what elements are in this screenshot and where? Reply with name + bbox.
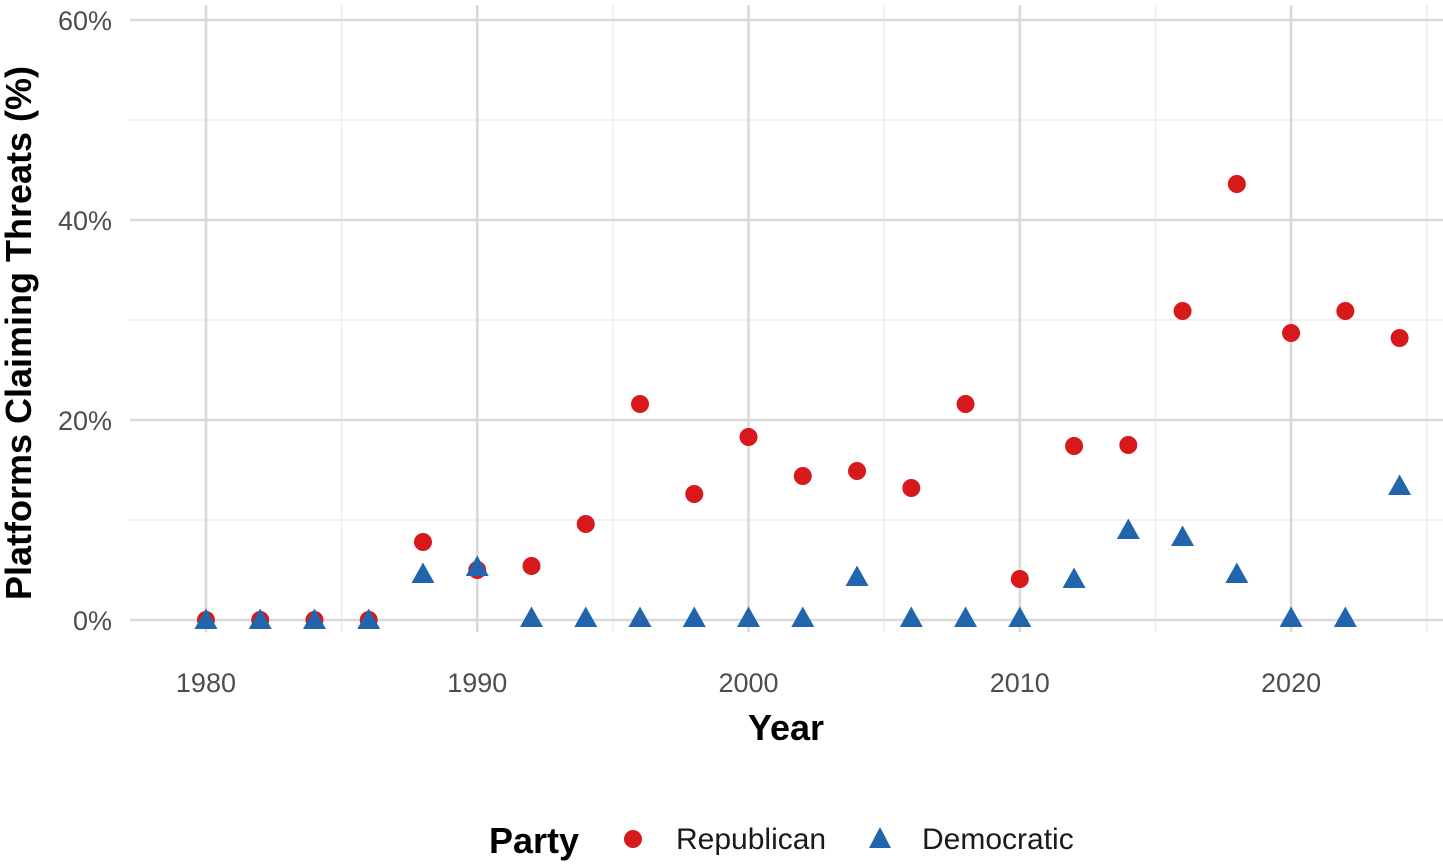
y-axis-tick-labels: 0% 20% 40% 60% xyxy=(58,6,112,636)
legend: Party Republican Democratic xyxy=(489,820,1074,861)
democratic-point xyxy=(411,562,435,583)
democratic-point xyxy=(1333,606,1357,627)
democratic-point xyxy=(1279,606,1303,627)
republican-point xyxy=(1336,302,1355,320)
democratic-point xyxy=(1062,567,1086,588)
republican-point xyxy=(685,485,704,503)
democratic-point xyxy=(791,606,815,627)
republican-point xyxy=(1227,175,1246,193)
republican-point xyxy=(902,479,921,497)
democratic-point xyxy=(682,606,706,627)
republican-point xyxy=(1390,329,1409,347)
legend-republican-label: Republican xyxy=(676,823,826,856)
democratic-point xyxy=(1171,525,1195,546)
democratic-point xyxy=(628,606,652,627)
republican-point xyxy=(793,467,812,485)
y-tick-label: 20% xyxy=(58,406,112,436)
democratic-point xyxy=(194,608,218,629)
republican-point xyxy=(739,428,758,446)
democratic-point xyxy=(302,608,326,629)
democratic-point xyxy=(574,606,598,627)
republican-point xyxy=(1282,324,1301,342)
x-axis-title: Year xyxy=(748,707,824,748)
legend-democratic-label: Democratic xyxy=(922,823,1074,856)
republican-point xyxy=(848,462,867,480)
democratic-point xyxy=(1225,562,1249,583)
republican-point xyxy=(1010,570,1029,588)
republican-point xyxy=(1065,437,1084,455)
republican-point xyxy=(956,395,975,413)
democratic-point xyxy=(737,606,761,627)
y-tick-label: 0% xyxy=(73,606,112,636)
democratic-point xyxy=(465,555,489,576)
democratic-point xyxy=(1116,518,1140,539)
minor-gridlines xyxy=(130,5,1443,632)
x-tick-label: 1980 xyxy=(176,668,236,698)
republican-point xyxy=(576,515,595,533)
x-tick-label: 2000 xyxy=(718,668,778,698)
democratic-point xyxy=(248,608,272,629)
x-axis-tick-labels: 1980 1990 2000 2010 2020 xyxy=(176,668,1321,698)
republican-point xyxy=(631,395,650,413)
legend-democratic-marker xyxy=(869,827,891,848)
republican-point xyxy=(522,557,541,575)
republican-point xyxy=(413,533,432,551)
data-points xyxy=(194,175,1412,629)
democratic-point xyxy=(899,606,923,627)
democratic-point xyxy=(1388,474,1412,495)
major-gridlines xyxy=(130,5,1443,632)
y-tick-label: 60% xyxy=(58,6,112,36)
legend-title: Party xyxy=(489,820,579,861)
x-tick-label: 2010 xyxy=(990,668,1050,698)
x-tick-label: 1990 xyxy=(447,668,507,698)
republican-point xyxy=(1119,436,1138,454)
democratic-point xyxy=(519,606,543,627)
y-axis-title: Platforms Claiming Threats (%) xyxy=(0,66,39,600)
legend-republican-marker xyxy=(624,830,642,848)
democratic-point xyxy=(1008,606,1032,627)
democratic-point xyxy=(845,565,869,586)
republican-point xyxy=(1173,302,1192,320)
x-tick-label: 2020 xyxy=(1261,668,1321,698)
democratic-point xyxy=(954,606,978,627)
y-tick-label: 40% xyxy=(58,206,112,236)
democratic-point xyxy=(357,608,381,629)
